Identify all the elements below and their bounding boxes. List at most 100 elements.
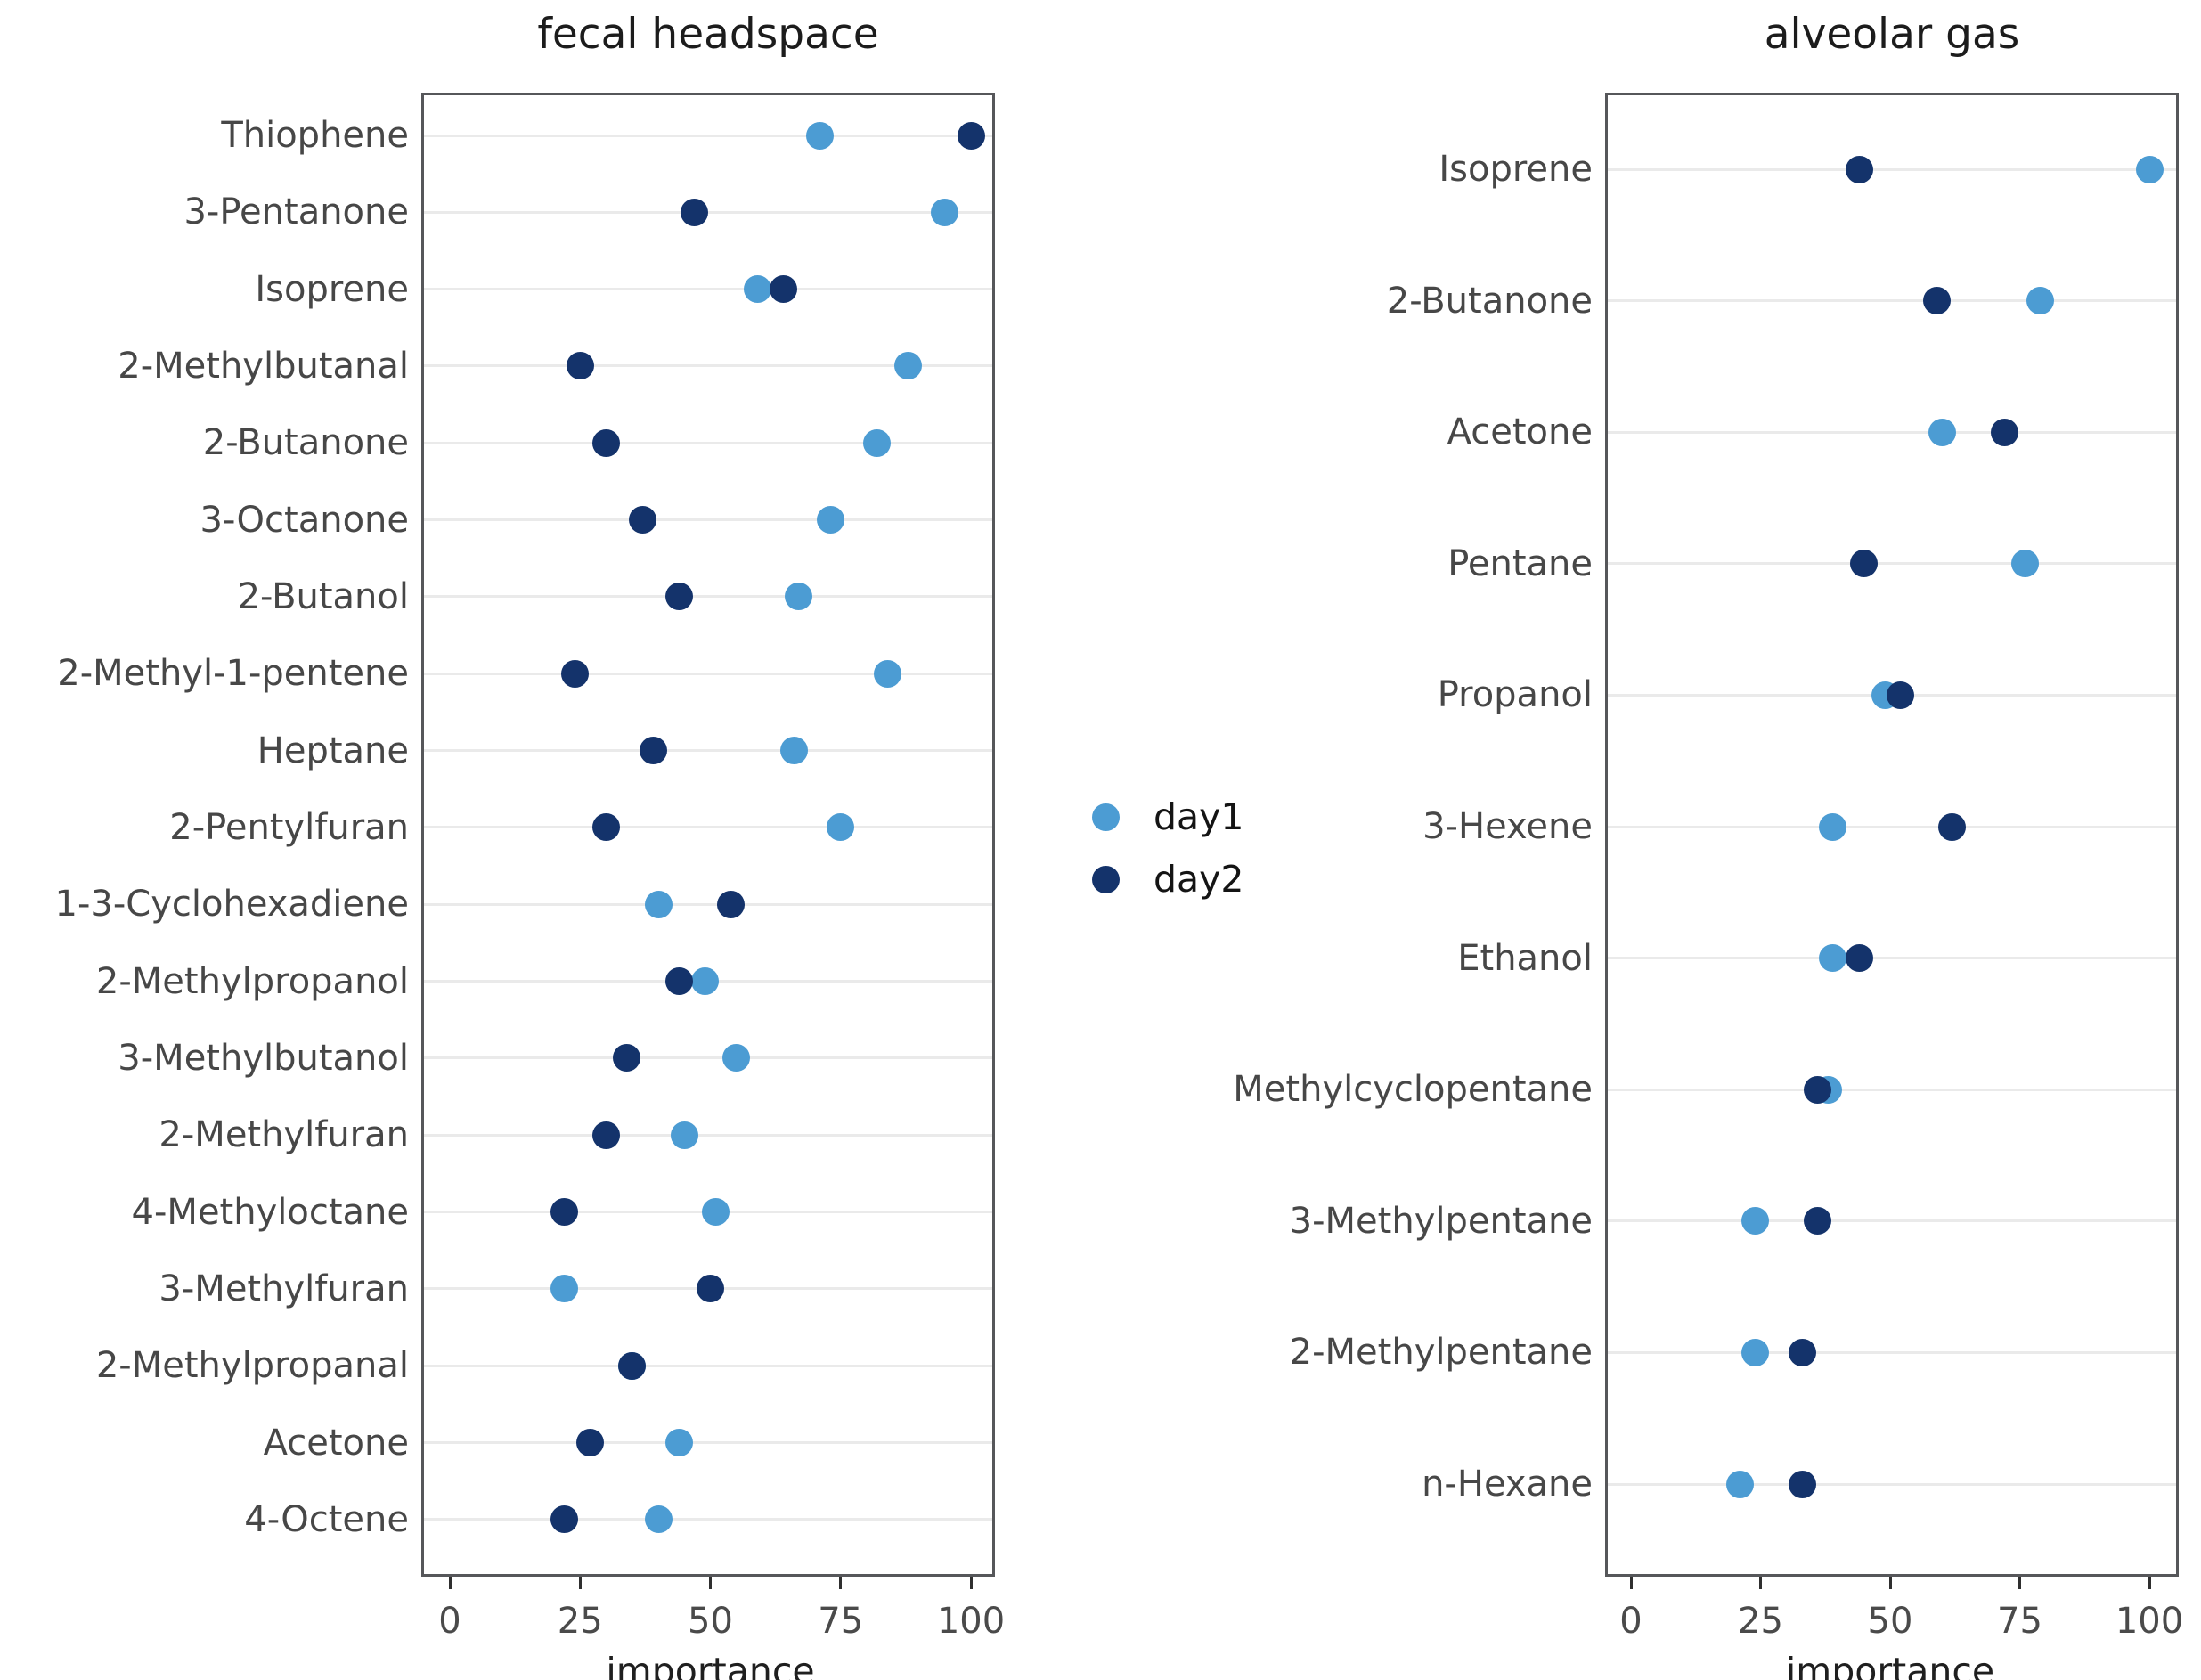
category-label: 2-Methylpropanal [95,1345,409,1387]
data-point-day1 [670,1121,698,1149]
legend-item-day2: day2 [1092,848,1244,910]
data-point-day2 [717,890,746,918]
data-point-day2 [1845,155,1873,183]
x-tick [2018,1577,2021,1589]
data-point-day1 [931,198,959,226]
gridline [1608,825,2176,828]
data-point-day2 [628,506,656,534]
category-label: 3-Hexene [1422,806,1593,847]
gridline [424,364,992,368]
data-point-day1 [691,967,720,996]
data-point-day2 [576,1429,605,1457]
legend-item-day1: day1 [1092,786,1244,848]
gridline [424,902,992,906]
data-point-day2 [1804,1207,1832,1236]
data-point-day1 [2026,287,2055,315]
category-label: Ethanol [1457,937,1593,979]
x-tick-label: 25 [557,1601,603,1642]
data-point-day2 [639,737,667,765]
day2-marker-icon [1092,865,1120,893]
gridline [424,441,992,444]
data-point-day2 [1804,1075,1832,1104]
gridline [424,595,992,599]
category-label: 2-Pentylfuran [169,806,409,848]
data-point-day1 [743,275,771,304]
data-point-day1 [863,428,892,457]
category-label: Pentane [1447,542,1593,584]
gridline [1608,957,2176,960]
data-point-day1 [827,813,855,842]
x-tick [1759,1577,1762,1589]
data-point-day2 [1990,418,2018,446]
data-point-day2 [592,1121,620,1149]
gridline [1608,167,2176,171]
gridline [424,1364,992,1367]
gridline [1608,1219,2176,1223]
data-point-day2 [1938,812,1967,841]
category-label: 1-3-Cyclohexadiene [54,884,409,926]
x-tick [448,1577,452,1589]
data-point-day2 [697,1275,724,1303]
gridline [424,1133,992,1137]
category-label: 2-Methylfuran [159,1114,409,1156]
category-label: 3-Octanone [200,499,409,541]
data-point-day1 [785,583,813,611]
category-label: 2-Butanone [1386,280,1593,322]
gridline [1608,430,2176,434]
gridline [424,672,992,675]
data-point-day2 [769,275,797,304]
category-label: 2-Butanone [202,422,409,464]
category-label: 2-Butanol [237,575,409,617]
data-point-day1 [664,1429,693,1457]
gridline [1608,1350,2176,1354]
data-point-day1 [816,506,844,534]
data-point-day1 [722,1044,751,1072]
x-tick-label: 50 [1867,1601,1913,1642]
data-point-day2 [1922,287,1951,315]
data-point-day1 [1725,1470,1754,1498]
data-point-day2 [613,1044,641,1072]
category-label: Isoprene [255,268,409,310]
category-label: Isoprene [1439,149,1593,190]
data-point-day1 [1819,944,1847,973]
data-point-day1 [2135,155,2164,183]
plot-area-alveolar-gas [1605,93,2179,1577]
x-tick [839,1577,843,1589]
gridline [424,134,992,137]
category-label: Acetone [263,1422,409,1464]
x-tick-label: 75 [818,1601,864,1642]
x-tick [969,1577,973,1589]
category-label: 2-Methyl-1-pentene [57,653,409,695]
x-axis-label: importance [1785,1650,1995,1680]
data-point-day1 [1741,1338,1770,1366]
gridline [424,1441,992,1445]
gridline [424,288,992,291]
data-point-day2 [1788,1470,1816,1498]
legend-label-day2: day2 [1153,858,1244,901]
data-point-day1 [701,1198,730,1227]
legend-label-day1: day1 [1153,795,1244,838]
data-point-day1 [1928,418,1956,446]
data-point-day2 [550,1198,579,1227]
panel-title-alveolar-gas: alveolar gas [1764,10,2020,59]
data-point-day2 [681,198,709,226]
data-point-day1 [894,352,923,380]
category-label: Acetone [1447,412,1593,453]
data-point-day1 [644,1505,673,1534]
gridline [1608,1088,2176,1091]
category-label: 2-Methylpentane [1289,1332,1593,1374]
category-label: Thiophene [221,115,409,156]
category-label: Heptane [257,730,409,771]
x-tick-label: 50 [688,1601,733,1642]
x-tick-label: 25 [1738,1601,1783,1642]
data-point-day2 [1788,1338,1816,1366]
category-label: 3-Pentanone [183,192,409,233]
gridline [424,1056,992,1060]
gridline [424,826,992,829]
category-label: Propanol [1437,674,1593,716]
data-point-day1 [779,737,808,765]
gridline [424,749,992,753]
data-point-day1 [1741,1207,1770,1236]
x-tick-label: 0 [1619,1601,1643,1642]
